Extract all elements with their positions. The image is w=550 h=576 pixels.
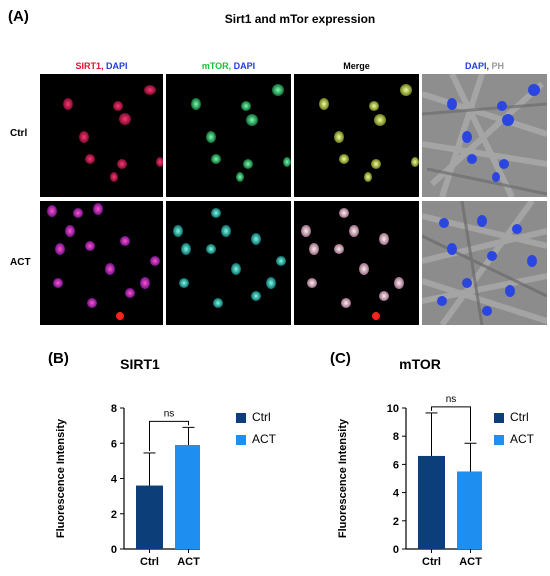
y-tick-label: 2 — [393, 516, 399, 528]
y-tick-label: 0 — [111, 544, 117, 556]
mtor-bar-chart: Fluorescence Intensity 0 2 4 6 8 10 Ctrl ACT ns — [337, 394, 482, 568]
column-header-sirt1-dapi: SIRT1, DAPI — [40, 61, 163, 71]
micrograph-act-sirt1 — [40, 201, 163, 325]
column-header-part: PH — [491, 61, 505, 71]
micrograph-ctrl-sirt1 — [40, 74, 163, 197]
significance-label: ns — [446, 394, 457, 405]
legend-item-ctrl: Ctrl — [236, 410, 276, 424]
legend-swatch-act — [494, 434, 504, 445]
chart-c-title: mTOR — [399, 356, 441, 372]
legend-label-act: ACT — [510, 432, 534, 446]
legend-label-act: ACT — [252, 432, 276, 446]
significance-label: ns — [164, 408, 175, 419]
bar-act — [175, 445, 200, 549]
chart-b-legend: Ctrl ACT — [236, 410, 276, 446]
micrograph-ctrl-phase — [422, 74, 547, 197]
legend-item-act: ACT — [494, 432, 534, 446]
y-tick-label: 4 — [393, 488, 400, 500]
significance-bracket — [149, 420, 189, 451]
column-header-dapi-ph: DAPI, PH — [422, 61, 547, 71]
column-header-mtor-dapi: mTOR, DAPI — [166, 61, 291, 71]
column-header-part: mTOR, — [201, 61, 234, 71]
sirt1-bar-chart: Fluorescence Intensity 0 2 4 6 8 Ctrl ACT ns — [55, 403, 200, 568]
micrograph-ctrl-mtor — [166, 74, 291, 197]
column-header-merge: Merge — [294, 61, 419, 71]
micrograph-act-phase — [422, 201, 547, 325]
micrograph-ctrl-merge — [294, 74, 419, 197]
y-tick-label: 0 — [393, 544, 399, 556]
legend-swatch-act — [236, 434, 246, 445]
column-header-part: DAPI — [233, 61, 256, 71]
legend-item-act: ACT — [236, 432, 276, 446]
x-tick-label: ACT — [177, 556, 200, 568]
chart-b-title: SIRT1 — [120, 356, 160, 372]
column-header-part: SIRT1, — [75, 61, 106, 71]
significance-bracket — [431, 406, 471, 442]
x-tick-label: Ctrl — [140, 556, 159, 568]
y-tick-label: 6 — [393, 459, 399, 471]
y-tick-label: 6 — [111, 438, 117, 450]
panel-b-letter: (B) — [48, 350, 69, 367]
y-axis-label: Fluorescence Intensity — [337, 418, 349, 538]
row-label-ctrl: Ctrl — [10, 128, 28, 139]
row-label-act: ACT — [10, 257, 31, 268]
panel-a-letter: (A) — [8, 8, 29, 25]
legend-label-ctrl: Ctrl — [510, 410, 529, 424]
bar-act — [457, 471, 482, 549]
bar-ctrl — [136, 485, 163, 549]
micrograph-act-merge — [294, 201, 419, 325]
y-axis-label: Fluorescence Intensity — [55, 418, 67, 538]
bar-ctrl — [418, 455, 445, 549]
column-header-part: Merge — [343, 61, 370, 71]
y-tick-label: 2 — [111, 509, 117, 521]
column-header-part: DAPI — [106, 61, 128, 71]
y-tick-label: 10 — [387, 403, 399, 415]
x-tick-label: Ctrl — [422, 556, 441, 568]
column-header-part: DAPI, — [464, 61, 492, 71]
legend-label-ctrl: Ctrl — [252, 410, 271, 424]
micrograph-act-mtor — [166, 201, 291, 325]
y-tick-label: 8 — [393, 431, 399, 443]
legend-swatch-ctrl — [494, 412, 504, 423]
x-tick-label: ACT — [459, 556, 482, 568]
legend-swatch-ctrl — [236, 412, 246, 423]
legend-item-ctrl: Ctrl — [494, 410, 534, 424]
panel-c-letter: (C) — [330, 350, 351, 367]
panel-a-title: Sirt1 and mTor expression — [224, 12, 376, 26]
y-tick-label: 8 — [111, 403, 117, 415]
chart-c-legend: Ctrl ACT — [494, 410, 534, 446]
y-tick-label: 4 — [111, 474, 118, 486]
